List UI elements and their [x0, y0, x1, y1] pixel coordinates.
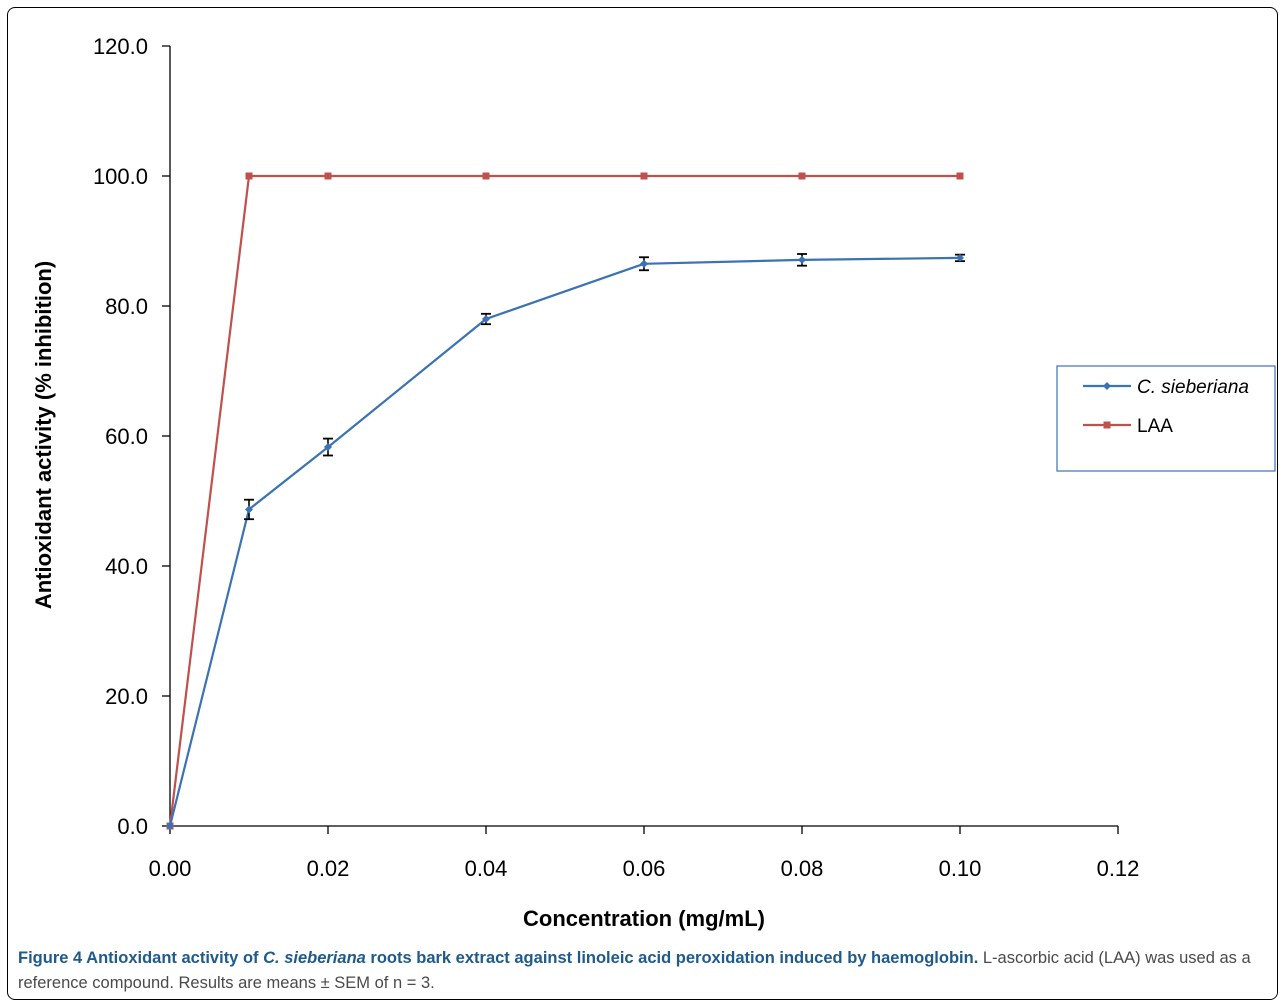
x-tick-label: 0.10	[939, 856, 982, 881]
series-layer	[166, 172, 965, 830]
legend-box	[1056, 365, 1276, 472]
caption-body: L-ascorbic acid (LAA) was used as a refe…	[18, 949, 1251, 992]
series-line	[168, 256, 961, 827]
x-axis-ticks: 0.00 0.02 0.04 0.06 0.08 0.10 0.12	[149, 826, 1140, 881]
y-tick-label: 120.0	[93, 34, 148, 59]
figure-caption: Figure 4 Antioxidant activity of C. sieb…	[18, 946, 1263, 996]
series-line	[168, 174, 960, 827]
x-tick-label: 0.02	[307, 856, 350, 881]
legend-item: LAA	[1083, 416, 1173, 437]
data-point	[482, 315, 490, 323]
data-point	[482, 172, 490, 180]
data-point	[640, 259, 648, 268]
data-point	[798, 172, 806, 180]
data-point	[324, 172, 332, 180]
series-laa	[166, 172, 964, 830]
legend: C. sieberiana LAA	[1056, 365, 1276, 472]
axes	[169, 46, 1118, 827]
y-axis-ticks: 0.0 20.0 40.0 60.0 80.0 100.0 120.0	[93, 34, 170, 839]
x-tick-label: 0.08	[781, 856, 824, 881]
y-tick-label: 100.0	[93, 164, 148, 189]
legend-label: LAA	[1137, 416, 1173, 437]
data-point	[245, 172, 253, 180]
caption-title-part-1: Antioxidant activity of	[86, 949, 264, 967]
caption-title-part-3: roots bark extract against linoleic acid…	[365, 949, 979, 967]
legend-item: C. sieberiana	[1083, 377, 1249, 398]
legend-label: C. sieberiana	[1137, 377, 1249, 398]
y-axis-title: Antioxidant activity (% inhibition)	[31, 261, 56, 609]
figure-frame: 0.00 0.02 0.04 0.06 0.08 0.10 0.12 0.0 20.0 40.0…	[7, 7, 1278, 1000]
x-tick-label: 0.00	[149, 856, 192, 881]
y-tick-label: 60.0	[105, 424, 148, 449]
legend-marker	[1103, 421, 1111, 429]
y-tick-label: 40.0	[105, 554, 148, 579]
data-point	[166, 822, 174, 830]
y-tick-label: 20.0	[105, 684, 148, 709]
line-chart: 0.00 0.02 0.04 0.06 0.08 0.10 0.12 0.0 20.0 40.0…	[31, 34, 1276, 931]
data-point	[245, 505, 253, 514]
data-point	[956, 253, 964, 262]
x-tick-label: 0.04	[465, 856, 508, 881]
x-axis-title: Concentration (mg/mL)	[523, 906, 765, 931]
data-point	[798, 255, 806, 264]
x-tick-label: 0.12	[1097, 856, 1140, 881]
y-tick-label: 0.0	[117, 814, 148, 839]
caption-background	[16, 954, 1277, 999]
caption-title-species: C. sieberiana	[263, 949, 366, 967]
data-point	[640, 172, 648, 180]
legend-marker	[1103, 382, 1111, 390]
data-point	[324, 443, 332, 452]
caption-label: Figure 4	[18, 949, 83, 967]
data-point	[956, 172, 964, 180]
y-tick-label: 80.0	[105, 294, 148, 319]
series-c-sieberiana	[166, 253, 965, 830]
x-tick-label: 0.06	[623, 856, 666, 881]
